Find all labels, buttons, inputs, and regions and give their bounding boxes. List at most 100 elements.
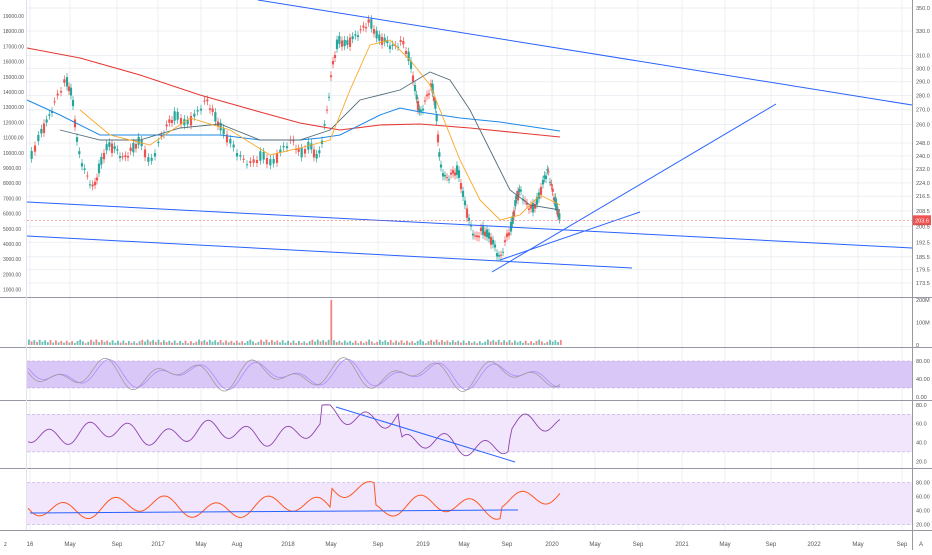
volume-bar [138, 341, 141, 345]
rsi-band [27, 414, 912, 452]
trendline-middle [26, 201, 913, 249]
volume-bar [63, 342, 65, 345]
volume-bar [416, 340, 419, 345]
candle-body [548, 181, 552, 183]
volume-bar [130, 342, 133, 345]
candle-body [239, 155, 242, 157]
volume-bar [235, 340, 238, 345]
candle-body [124, 155, 127, 158]
volume-bar [284, 342, 287, 345]
volume-bar [109, 342, 111, 345]
candle-body [493, 244, 497, 248]
volume-bar [497, 339, 500, 345]
candle-body [252, 159, 255, 163]
rsi-pane[interactable] [27, 404, 561, 463]
candle-body [447, 179, 451, 181]
volume-bar [181, 342, 184, 345]
volume-bar [119, 342, 122, 345]
volume-bar [144, 341, 146, 345]
volume-pane[interactable] [28, 300, 562, 345]
candle-body [432, 96, 436, 102]
volume-bar [427, 341, 430, 345]
volume-bar [92, 341, 95, 345]
volume-bar [538, 339, 541, 345]
stochastic-axis-label: 0.00 [916, 395, 927, 401]
candle-body [78, 151, 81, 155]
time-axis-label: 2021 [675, 542, 689, 548]
candle-body [97, 163, 101, 174]
candle-body [503, 240, 507, 243]
volume-bar [530, 341, 532, 345]
candle-body [75, 137, 79, 142]
volume-bar [122, 340, 125, 345]
time-axis-label: Aug [232, 542, 243, 548]
volume-bar [554, 340, 557, 345]
candle-body [65, 77, 69, 87]
volume-bar [55, 340, 57, 345]
volume-bar [559, 340, 562, 345]
trendline-lower-channel [26, 235, 633, 269]
candle-body [375, 30, 378, 39]
candle-body [479, 227, 483, 232]
volume-bar [514, 340, 516, 345]
candle-body [435, 114, 438, 122]
price-axis-left-label: 5000.00 [3, 227, 21, 233]
candle-body [386, 40, 389, 43]
volume-bar [238, 342, 241, 345]
candle-body [441, 173, 445, 177]
candle-body [279, 149, 282, 153]
candle-body [196, 110, 199, 112]
candle-body [116, 149, 119, 151]
candle-body [518, 188, 521, 192]
volume-bar [541, 341, 543, 345]
moving-average-gray [59, 71, 561, 211]
stochastic-pane[interactable] [27, 357, 561, 392]
volume-bar [76, 340, 79, 345]
volume-bar [203, 340, 206, 345]
volume-bar [478, 341, 481, 345]
price-axis-left-label: 6000.00 [3, 212, 21, 218]
candle-body [388, 45, 392, 49]
volume-bar [306, 343, 308, 345]
price-axis-label: 280.0 [916, 93, 930, 99]
candle-body [255, 160, 259, 163]
candle-body [118, 156, 122, 158]
candle-body [544, 175, 548, 179]
candle-body [487, 232, 491, 239]
candle-body [100, 156, 103, 165]
volume-bar [84, 343, 87, 345]
candle-body [214, 112, 217, 122]
candle-body [483, 231, 487, 237]
volume-bar [90, 339, 92, 345]
oscillator-pane[interactable] [27, 481, 561, 520]
volume-bar [333, 340, 335, 345]
candle-body [199, 108, 203, 111]
candle-body [80, 163, 84, 167]
volume-bar [387, 342, 389, 345]
candle-body [275, 153, 279, 163]
candle-body [525, 202, 529, 205]
volume-bar [219, 340, 222, 345]
volume-bar [95, 339, 98, 345]
volume-bar [171, 342, 173, 345]
candle-body [170, 120, 174, 123]
volume-bar [227, 342, 230, 345]
volume-bar [481, 342, 484, 345]
price-pane[interactable]: 203.6 [26, 0, 931, 273]
candle-body [477, 236, 481, 238]
candle-body [235, 153, 239, 157]
volume-bar [505, 342, 508, 345]
volume-bar [454, 342, 457, 345]
candle-body [153, 153, 157, 157]
volume-bar [211, 341, 214, 345]
volume-bar [403, 342, 406, 345]
price-axis-left-label: 3000.00 [3, 257, 21, 263]
candle-body [465, 208, 469, 218]
candle-body [391, 44, 394, 46]
candle-body [222, 128, 225, 135]
candle-body [421, 108, 425, 111]
volume-bar [316, 339, 319, 345]
volume-bar [343, 340, 346, 345]
volume-bar [184, 340, 187, 345]
